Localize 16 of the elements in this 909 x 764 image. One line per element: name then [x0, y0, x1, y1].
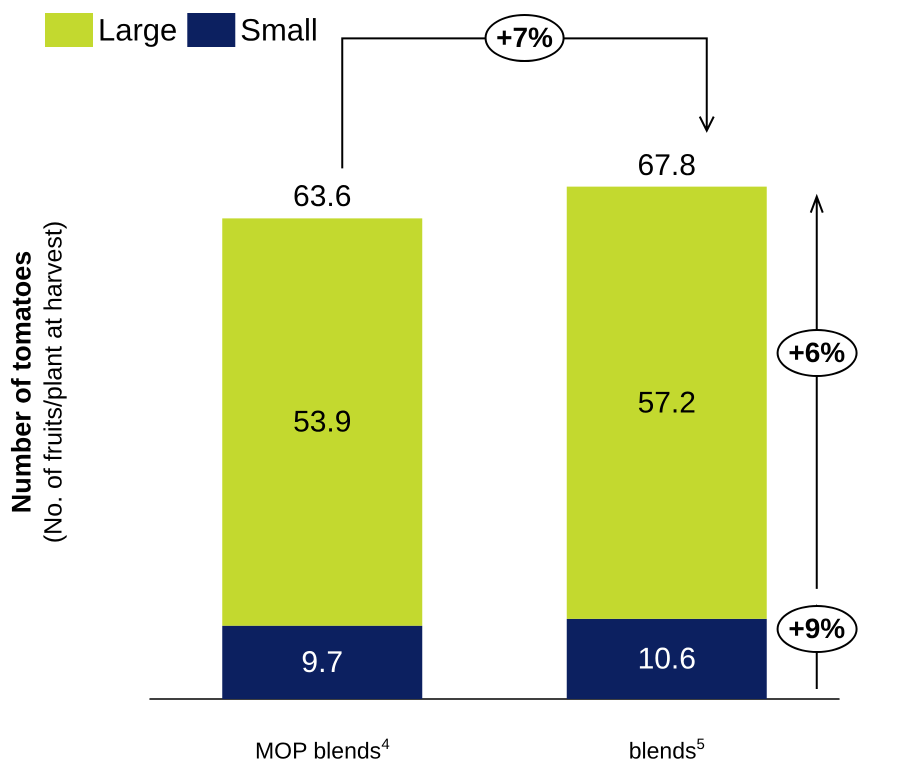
- legend-label: Small: [240, 12, 318, 48]
- bar: [222, 626, 422, 699]
- annotation: +6%: [776, 328, 858, 377]
- total-label: 67.8: [638, 148, 696, 183]
- data-label: 10.6: [638, 642, 696, 676]
- data-label: 57.2: [638, 386, 696, 420]
- data-label: 53.9: [293, 406, 352, 439]
- legend-label: Large: [98, 12, 178, 48]
- data-label: 9.7: [301, 646, 344, 679]
- y-axis-title: Number of tomatoes (No. of fruits/plant at harvest): [6, 220, 68, 544]
- bar: [566, 186, 767, 619]
- bar: [566, 618, 767, 699]
- text: +7%: [484, 14, 565, 62]
- total-label: 63.6: [293, 180, 352, 214]
- bar: [222, 218, 422, 626]
- annotation: +9%: [776, 604, 858, 653]
